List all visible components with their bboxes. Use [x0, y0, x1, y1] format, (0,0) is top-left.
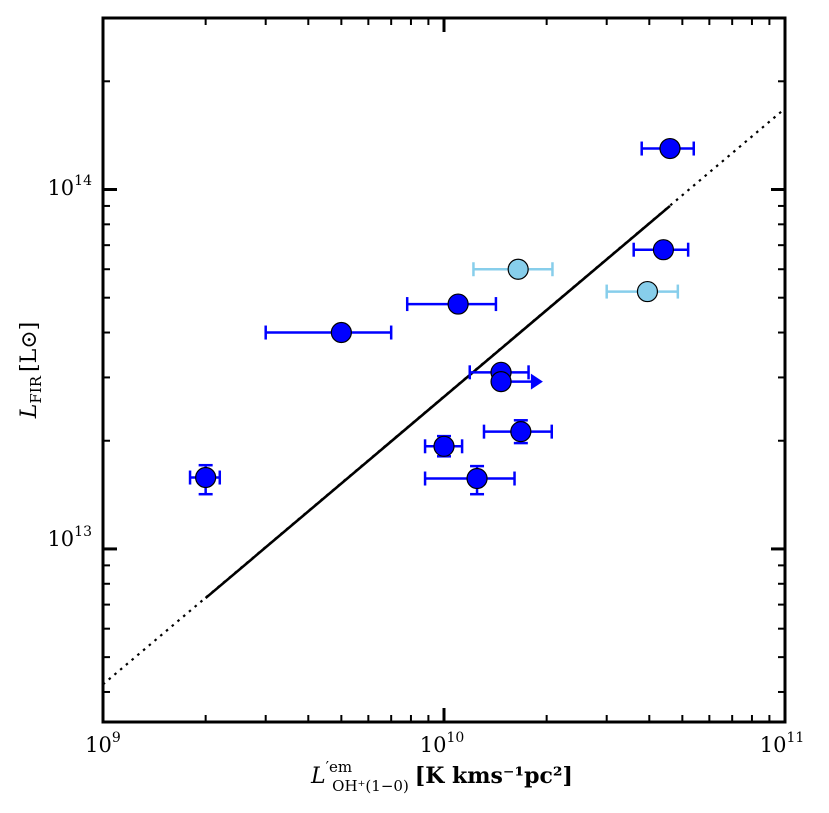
- marker: [466, 467, 488, 490]
- x-tick-label-0: 109: [85, 730, 121, 757]
- data-point-dark-9: [188, 463, 222, 496]
- data-point-dark-0: [640, 137, 695, 160]
- marker: [652, 239, 675, 261]
- plot-frame: [101, 16, 787, 724]
- marker: [195, 466, 217, 489]
- data-point-dark-1: [632, 239, 690, 261]
- series-light: [472, 258, 680, 303]
- data-point-dark-3: [264, 321, 393, 344]
- data-point-light-0: [472, 258, 554, 280]
- y-axis-label: LFIR[L⊙]: [17, 322, 45, 419]
- x-tick-label-1: 1010: [420, 730, 465, 757]
- data-point-dark-5: [490, 371, 543, 393]
- data-point-dark-7: [423, 434, 464, 458]
- data-point-dark-8: [423, 464, 516, 496]
- marker: [330, 321, 352, 344]
- marker: [507, 258, 529, 280]
- fit-lines: [102, 107, 786, 686]
- data-point-dark-6: [482, 419, 553, 445]
- series-dark: [188, 137, 695, 496]
- y-tick-label-0: 1013: [47, 524, 92, 551]
- data-point-dark-2: [405, 293, 498, 315]
- fit-line-dotted: [102, 107, 786, 686]
- marker: [447, 293, 469, 315]
- limit-arrow-head: [530, 373, 543, 390]
- marker: [433, 435, 455, 457]
- fit-line-solid: [204, 204, 671, 600]
- marker: [659, 137, 681, 160]
- marker: [510, 421, 532, 443]
- x-tick-label-2: 1011: [760, 730, 805, 757]
- data-point-light-1: [605, 280, 680, 303]
- data-points: [188, 137, 695, 496]
- marker: [490, 371, 512, 393]
- marker: [636, 280, 659, 303]
- x-axis-label: L′em OH⁺(1−0) [K kms⁻¹pc²]: [310, 758, 573, 795]
- y-tick-label-1: 1014: [47, 173, 92, 200]
